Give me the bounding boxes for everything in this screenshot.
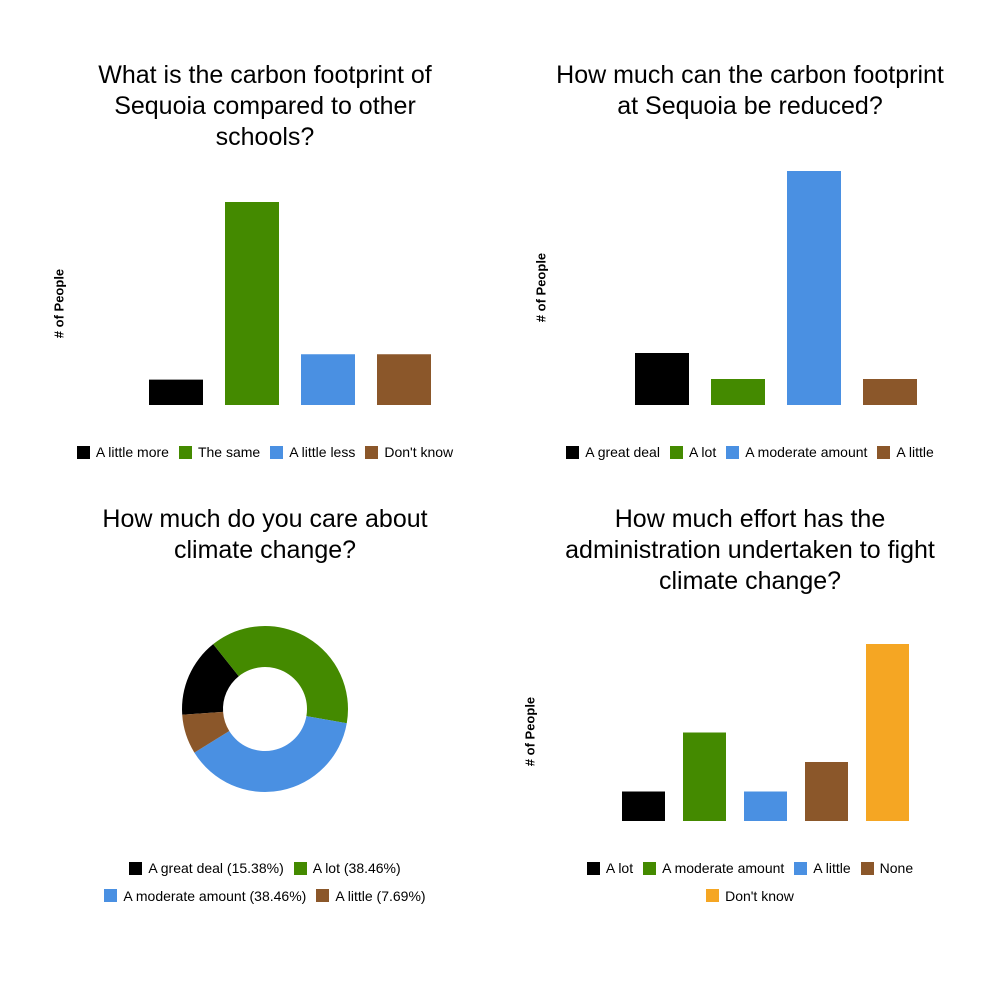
legend-row: A lot A moderate amount A little None — [520, 855, 980, 883]
legend-swatch — [76, 445, 90, 459]
legend-swatch — [178, 445, 192, 459]
legend-item-none[interactable]: None — [860, 855, 914, 881]
slice-a-lot — [213, 626, 349, 724]
bar-chart-plot — [622, 644, 909, 821]
legend-item-a-little[interactable]: A little — [794, 855, 851, 881]
legend-label: A little more — [95, 444, 169, 460]
legend-label: A lot — [688, 444, 717, 460]
chart-administration-effort: How much effort has the administration u… — [520, 504, 980, 924]
slice-a-great-deal — [182, 644, 239, 715]
legend-swatch — [104, 889, 118, 902]
legend-label: Don't know — [725, 887, 794, 904]
legend-item-don-t-know[interactable]: Don't know — [365, 439, 453, 465]
legend-label: A little (7.69%) — [335, 887, 426, 904]
legend-item-a-lot[interactable]: A lot — [586, 855, 634, 881]
legend-swatch — [566, 445, 580, 459]
legend-label: None — [879, 860, 914, 876]
legend-label: A moderate amount (38.46%) — [123, 887, 307, 904]
legend-item-a-little-more[interactable]: A little more — [76, 439, 169, 465]
chart-carbon-reduction: How much can the carbon footprint at Seq… — [520, 60, 980, 480]
bar-a-lot — [622, 791, 665, 821]
chart-legend: A little more The same A little less Don't … — [30, 439, 500, 467]
legend-label: A lot — [605, 860, 634, 876]
chart-care-about-climate: How much do you care about climate chang… — [30, 504, 500, 924]
legend-swatch — [669, 445, 683, 459]
legend-label: A moderate amount — [745, 444, 868, 460]
chart-title: What is the carbon footprint of Sequoia … — [98, 61, 432, 151]
slice-a-moderate-amount — [194, 716, 347, 792]
bar-a-little-more — [149, 379, 203, 405]
legend-row: Don't know — [520, 883, 980, 911]
legend-swatch — [316, 889, 330, 902]
legend-row: A moderate amount (38.46%) A little (7.69… — [30, 883, 500, 911]
chart-title: How much can the carbon footprint at Seq… — [556, 61, 944, 120]
bar-chart-plot — [635, 171, 917, 405]
legend-swatch — [293, 861, 307, 875]
legend-item-a-moderate-amount[interactable]: A moderate amount (38.46%) — [104, 883, 306, 909]
bar-a-little — [744, 791, 787, 821]
legend-row: A little more The same A little less Don't … — [30, 439, 500, 467]
bar-a-little — [863, 379, 917, 405]
bar-none — [805, 762, 848, 821]
chart-carbon-footprint-comparison: What is the carbon footprint of Sequoia … — [30, 60, 500, 480]
legend-label: The same — [197, 444, 261, 460]
legend-swatch — [643, 861, 657, 875]
legend-swatch — [586, 861, 600, 875]
legend-label: A little less — [289, 444, 356, 460]
bar-the-same — [225, 202, 279, 405]
legend-item-a-little[interactable]: A little — [877, 439, 934, 465]
legend-label: A great deal — [585, 444, 660, 460]
bar-don-t-know — [866, 644, 909, 821]
legend-label: A moderate amount — [662, 860, 785, 876]
legend-swatch — [726, 445, 740, 459]
chart-legend: A lot A moderate amount A little None Don't … — [520, 855, 980, 910]
bar-a-little-less — [301, 354, 355, 405]
chart-legend: A great deal (15.38%) A lot (38.46%) A mod… — [30, 855, 500, 910]
legend-swatch — [365, 445, 379, 459]
legend-item-a-moderate-amount[interactable]: A moderate amount — [643, 855, 784, 881]
chart-title: How much effort has the administration u… — [565, 505, 935, 595]
legend-item-a-little[interactable]: A little (7.69%) — [316, 883, 426, 909]
bar-a-lot — [711, 379, 765, 405]
bar-chart-plot — [149, 202, 431, 405]
legend-label: A lot (38.46%) — [312, 860, 401, 876]
bar-a-great-deal — [635, 353, 689, 405]
donut-chart-plot — [182, 626, 349, 792]
legend-item-a-lot[interactable]: A lot — [669, 439, 717, 465]
legend-swatch — [860, 861, 874, 875]
bar-a-moderate-amount — [683, 732, 726, 821]
chart-legend: A great deal A lot A moderate amount A litt… — [520, 439, 980, 467]
legend-swatch — [706, 889, 720, 902]
legend-item-the-same[interactable]: The same — [178, 439, 261, 465]
bar-a-moderate-amount — [787, 171, 841, 405]
legend-item-don-t-know[interactable]: Don't know — [706, 883, 794, 909]
legend-swatch — [877, 445, 891, 459]
bar-don-t-know — [377, 354, 431, 405]
legend-row: A great deal A lot A moderate amount A litt… — [520, 439, 980, 467]
legend-label: A little — [813, 860, 851, 876]
legend-row: A great deal (15.38%) A lot (38.46%) — [30, 855, 500, 883]
legend-swatch — [129, 861, 143, 875]
legend-label: A little — [896, 444, 934, 460]
legend-item-a-great-deal[interactable]: A great deal — [566, 439, 660, 465]
legend-item-a-lot[interactable]: A lot (38.46%) — [293, 855, 401, 881]
slice-a-little — [182, 711, 230, 753]
legend-swatch — [794, 861, 808, 875]
legend-label: Don't know — [384, 444, 454, 460]
legend-item-a-little-less[interactable]: A little less — [270, 439, 355, 465]
legend-item-a-moderate-amount[interactable]: A moderate amount — [726, 439, 867, 465]
chart-title: How much do you care about climate chang… — [102, 505, 428, 564]
legend-swatch — [270, 445, 284, 459]
legend-item-a-great-deal[interactable]: A great deal (15.38%) — [129, 855, 284, 881]
legend-label: A great deal (15.38%) — [148, 860, 284, 876]
